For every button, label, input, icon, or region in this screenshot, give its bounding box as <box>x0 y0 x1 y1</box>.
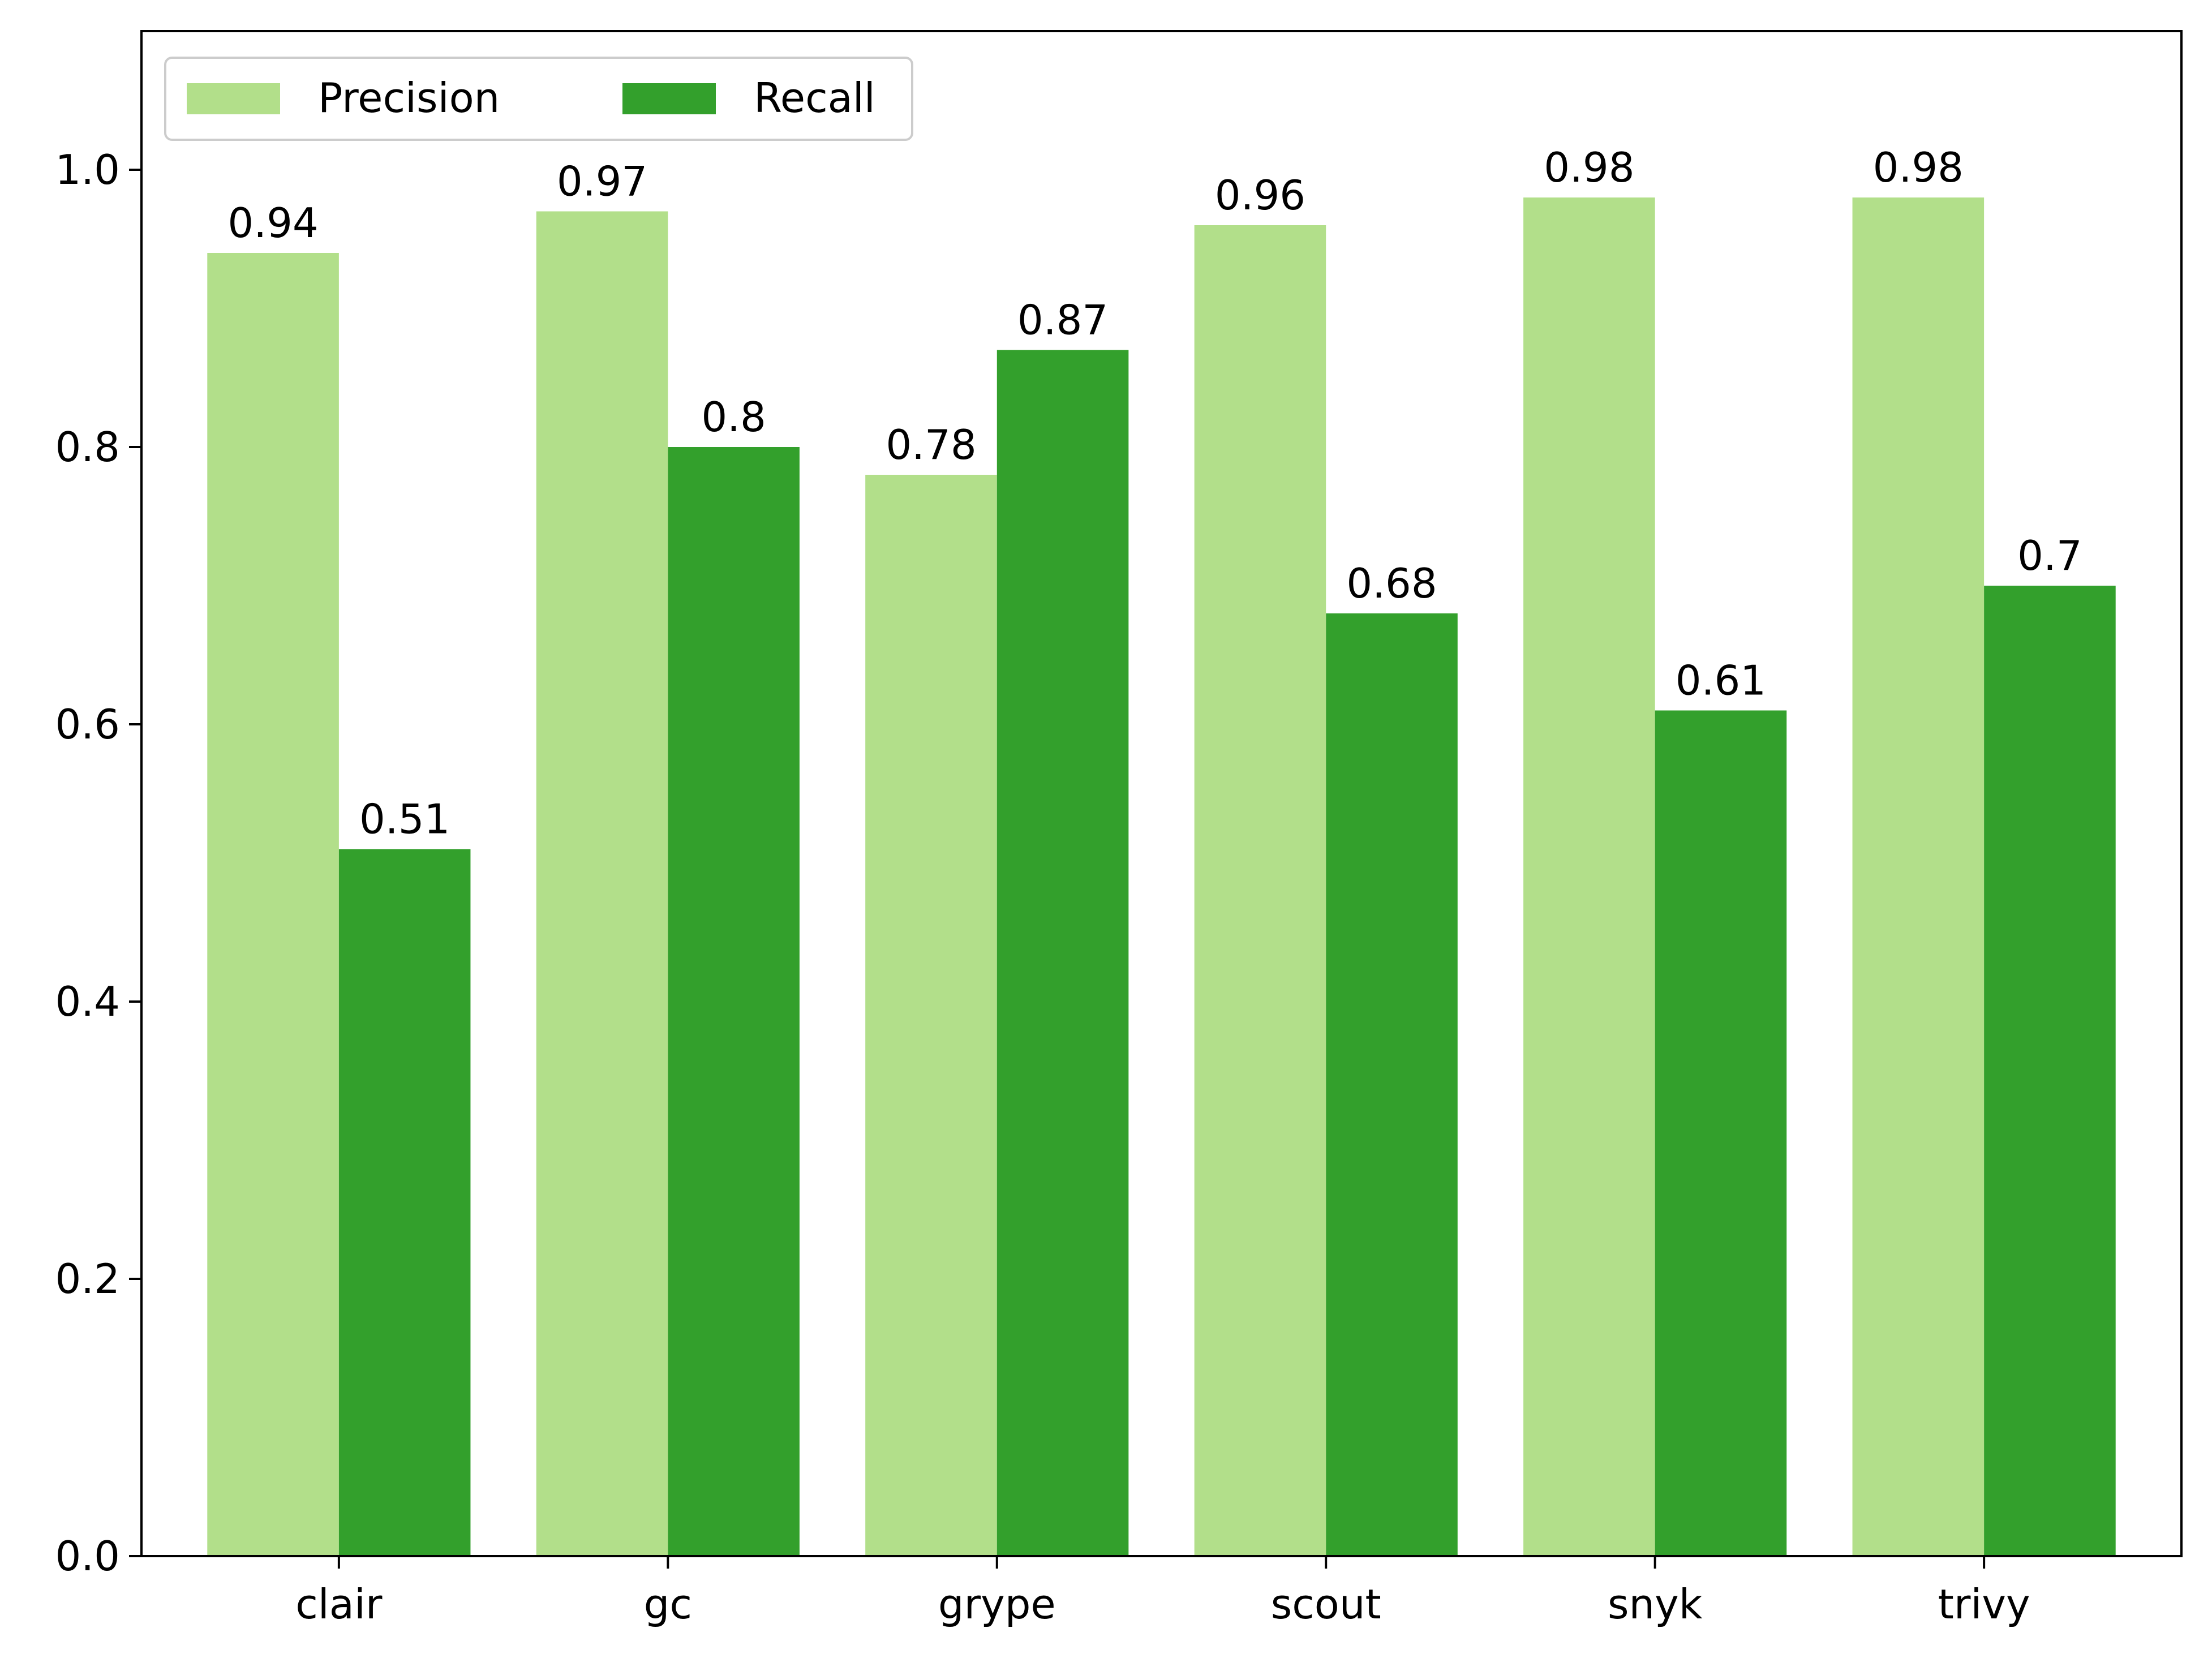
legend-box <box>164 57 913 141</box>
axes-layer: 0.0 0.2 0.4 0.6 0.8 1.0 clair gc grype scout snyk t… <box>55 30 2183 1628</box>
plot-frame <box>140 30 2183 1557</box>
bar-precision-clair <box>207 253 339 1556</box>
x-tick-label-scout: scout <box>1271 1580 1381 1628</box>
data-label-recall-grype: 0.87 <box>1017 297 1108 344</box>
y-tick-label: 1.0 <box>55 146 120 194</box>
legend-swatch-recall <box>622 83 716 114</box>
legend-swatch-precision <box>187 83 280 114</box>
bar-recall-trivy <box>1984 586 2116 1556</box>
data-label-recall-snyk: 0.61 <box>1676 657 1766 705</box>
x-tick-label-gc: gc <box>644 1580 692 1628</box>
bar-recall-scout <box>1326 613 1458 1556</box>
legend-label-precision: Precision <box>318 74 500 122</box>
bar-recall-clair <box>338 849 471 1556</box>
bar-precision-scout <box>1194 225 1326 1556</box>
data-label-recall-clair: 0.51 <box>359 796 450 843</box>
data-label-precision-gc: 0.97 <box>557 158 647 205</box>
legend: Precision Recall <box>164 57 913 141</box>
x-tick-label-trivy: trivy <box>1938 1580 2030 1628</box>
data-label-precision-grype: 0.78 <box>886 421 976 469</box>
y-tick-label: 0.8 <box>55 423 120 471</box>
x-tick-label-grype: grype <box>938 1580 1056 1628</box>
data-label-recall-gc: 0.8 <box>701 393 766 441</box>
y-tick-label: 0.6 <box>55 701 120 748</box>
bar-recall-grype <box>997 350 1129 1556</box>
data-label-precision-snyk: 0.98 <box>1544 144 1634 191</box>
data-label-precision-scout: 0.96 <box>1215 171 1305 219</box>
bar-precision-gc <box>536 211 668 1556</box>
data-label-precision-clair: 0.94 <box>227 199 318 247</box>
legend-label-recall: Recall <box>754 74 875 122</box>
y-tick-label: 0.4 <box>55 978 120 1025</box>
y-tick-label: 0.2 <box>55 1255 120 1303</box>
data-label-precision-trivy: 0.98 <box>1873 144 1964 191</box>
x-tick-label-clair: clair <box>295 1580 383 1628</box>
bars-layer <box>207 197 2116 1556</box>
bar-precision-trivy <box>1852 197 1985 1556</box>
data-label-recall-scout: 0.68 <box>1346 560 1437 607</box>
data-labels-layer: 0.94 0.97 0.78 0.96 0.98 0.98 0.51 0.8 0.87 0.68 0… <box>227 144 2082 843</box>
bar-precision-grype <box>865 475 997 1556</box>
bar-precision-snyk <box>1523 197 1655 1556</box>
x-tick-label-snyk: snyk <box>1608 1580 1703 1628</box>
bar-recall-gc <box>668 447 800 1556</box>
data-label-recall-trivy: 0.7 <box>2017 532 2082 579</box>
bar-recall-snyk <box>1655 710 1787 1556</box>
y-tick-label: 0.0 <box>55 1532 120 1580</box>
